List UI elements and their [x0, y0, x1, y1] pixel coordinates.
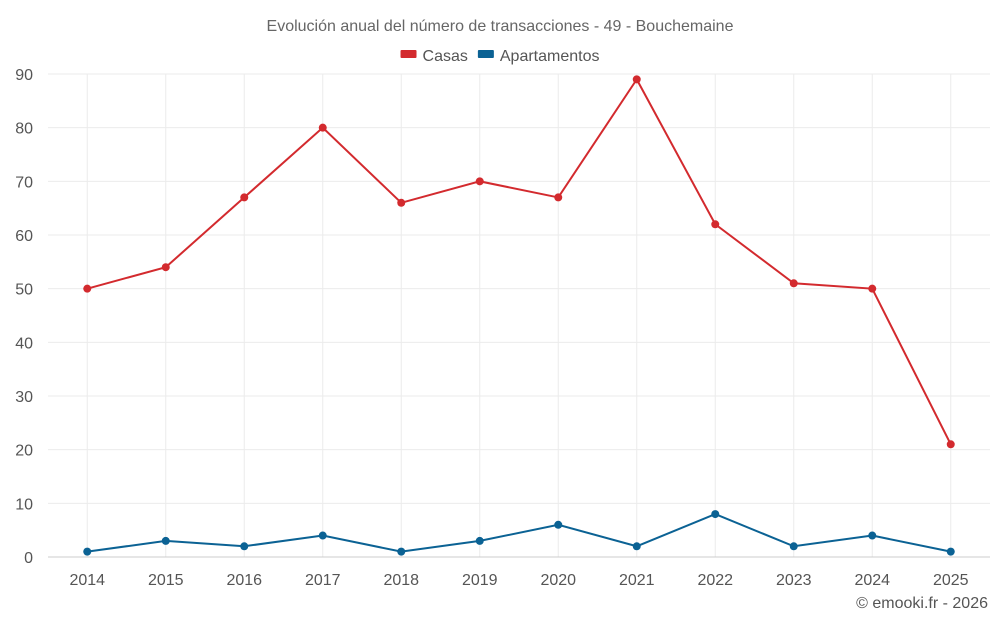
- legend-swatch: [400, 50, 417, 58]
- x-tick-label: 2015: [148, 572, 184, 589]
- x-tick-label: 2014: [69, 572, 105, 589]
- data-point[interactable]: [789, 279, 798, 288]
- data-point[interactable]: [318, 531, 327, 540]
- series-casas: [83, 75, 955, 449]
- y-tick-label: 10: [15, 496, 33, 513]
- data-point[interactable]: [946, 440, 955, 449]
- x-tick-label: 2019: [462, 572, 498, 589]
- y-tick-label: 60: [15, 228, 33, 245]
- data-point[interactable]: [475, 536, 484, 545]
- legend-label: Apartamentos: [500, 48, 600, 65]
- series-line: [86, 77, 952, 445]
- x-tick-label: 2020: [540, 572, 576, 589]
- y-tick-label: 90: [15, 67, 33, 84]
- data-point[interactable]: [632, 542, 641, 551]
- chart-title: Evolución anual del número de transaccio…: [267, 18, 734, 35]
- legend[interactable]: Casas Apartamentos: [400, 48, 600, 65]
- data-point[interactable]: [83, 284, 92, 293]
- y-tick-label: 0: [24, 550, 33, 567]
- data-point[interactable]: [83, 547, 92, 556]
- data-point[interactable]: [868, 284, 877, 293]
- data-point[interactable]: [161, 536, 170, 545]
- axes: 0 10 20 30 40 50 60 70 80 90 2014 2015 2016 2017 2018 2…: [15, 67, 990, 589]
- data-point[interactable]: [868, 531, 877, 540]
- gridlines: [48, 73, 990, 557]
- data-point[interactable]: [554, 193, 563, 202]
- legend-swatch: [477, 50, 494, 58]
- series-line: [87, 512, 951, 553]
- data-point[interactable]: [161, 263, 170, 272]
- data-point[interactable]: [475, 177, 484, 186]
- legend-label: Casas: [423, 48, 468, 65]
- data-point[interactable]: [397, 198, 406, 207]
- data-point[interactable]: [711, 510, 720, 519]
- x-tick-label: 2016: [226, 572, 262, 589]
- x-tick-label: 2023: [776, 572, 812, 589]
- data-point[interactable]: [240, 542, 249, 551]
- data-point[interactable]: [946, 547, 955, 556]
- legend-item-casas[interactable]: Casas: [400, 48, 468, 65]
- y-tick-label: 40: [15, 335, 33, 352]
- data-point[interactable]: [397, 547, 406, 556]
- legend-item-apartamentos[interactable]: Apartamentos: [477, 48, 600, 65]
- series-group: [83, 75, 955, 556]
- x-tick-label: 2017: [305, 572, 341, 589]
- x-tick-label: 2025: [933, 572, 969, 589]
- x-tick-label: 2024: [854, 572, 890, 589]
- data-point[interactable]: [789, 542, 798, 551]
- data-point[interactable]: [240, 193, 249, 202]
- x-tick-label: 2018: [383, 572, 419, 589]
- credit-text: © emooki.fr - 2026: [856, 595, 988, 612]
- x-tick-label: 2021: [619, 572, 655, 589]
- x-tick-label: 2022: [697, 572, 733, 589]
- data-point[interactable]: [711, 220, 720, 229]
- y-tick-label: 80: [15, 121, 33, 138]
- series-apartamentos: [83, 510, 955, 556]
- y-tick-label: 70: [15, 174, 33, 191]
- data-point[interactable]: [632, 75, 641, 84]
- data-point[interactable]: [318, 123, 327, 132]
- data-point[interactable]: [554, 520, 563, 529]
- y-tick-label: 30: [15, 389, 33, 406]
- y-tick-label: 20: [15, 443, 33, 460]
- y-tick-label: 50: [15, 282, 33, 299]
